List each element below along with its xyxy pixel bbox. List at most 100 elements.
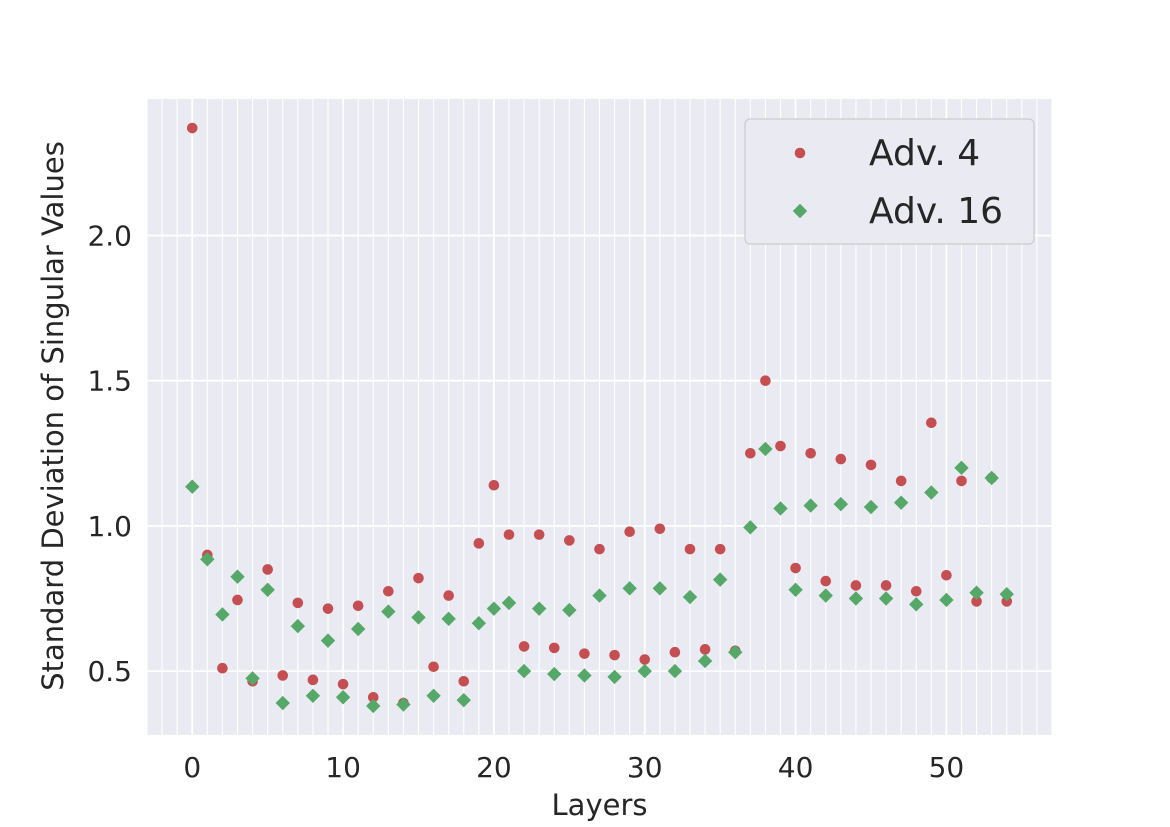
adv16-point (290, 618, 306, 634)
adv4-point (820, 575, 832, 587)
adv4-point (926, 417, 937, 429)
adv16-point (215, 607, 230, 622)
adv16-point (456, 692, 471, 708)
adv16-point (592, 588, 607, 603)
adv4-point (745, 448, 756, 459)
adv4-point (880, 580, 892, 591)
adv4-point (518, 641, 530, 652)
adv4-point (186, 122, 198, 134)
adv16-point (516, 663, 532, 679)
adv16-point (803, 498, 818, 513)
adv16-point (366, 698, 381, 714)
y-gridlines (147, 234, 1052, 673)
x-tick-label: 10 (325, 751, 361, 784)
adv4-point (277, 670, 289, 681)
adv16-point (320, 633, 336, 648)
adv16-point (562, 602, 577, 618)
adv4-point (760, 375, 771, 386)
adv16-point (501, 595, 517, 611)
adv16-point (939, 592, 954, 608)
adv4-point (533, 529, 545, 540)
adv16-point (260, 582, 275, 597)
adv4-point (322, 603, 334, 614)
x-tick-label: 20 (476, 751, 512, 784)
adv16-point (848, 591, 864, 606)
adv16-point (818, 588, 833, 603)
x-tick-label: 40 (778, 751, 814, 784)
adv16-point (275, 695, 290, 711)
adv16-point (954, 460, 969, 476)
adv16-point (350, 621, 366, 637)
adv4-point (714, 543, 726, 555)
adv16-point (893, 495, 909, 510)
adv16-point (682, 589, 698, 605)
adv16-point (426, 688, 441, 703)
adv4-point (669, 646, 681, 658)
adv16-point (667, 663, 683, 679)
legend-marker-adv16 (792, 203, 808, 219)
y-tick-label: 0.5 (87, 655, 132, 688)
adv4-point (564, 535, 575, 546)
adv4-point (594, 543, 605, 555)
adv4-point (835, 453, 847, 465)
adv4-point (579, 648, 590, 659)
adv4-point (895, 475, 907, 487)
x-tick-label: 50 (929, 751, 965, 784)
adv16-point (909, 597, 924, 612)
adv16-point (924, 485, 939, 500)
adv16-point (547, 666, 562, 682)
adv16-point (697, 653, 713, 669)
adv4-point (699, 644, 711, 655)
adv16-point (984, 470, 999, 486)
adv16-point (712, 572, 728, 587)
adv4-point (383, 585, 394, 597)
adv4-point (865, 459, 877, 471)
adv16-point (607, 669, 622, 685)
adv16-point (743, 520, 758, 535)
adv16-point (396, 697, 411, 712)
adv4-point (805, 448, 816, 459)
adv16-point (728, 645, 743, 660)
adv16-point (637, 663, 652, 679)
adv4-point (910, 585, 922, 597)
adv4-point (473, 538, 485, 549)
adv4-point (775, 440, 786, 452)
adv16-point (305, 688, 321, 703)
adv16-point (531, 601, 547, 616)
x-axis-label: Layers (552, 788, 648, 822)
adv4-point (790, 562, 801, 574)
adv16-point (200, 552, 215, 567)
adv16-point (833, 496, 849, 512)
adv16-point (471, 615, 487, 631)
adv4-point (337, 678, 349, 690)
adv16-point (230, 569, 245, 584)
adv16-point (969, 585, 984, 600)
adv16-point (185, 479, 200, 494)
adv4-point (458, 675, 470, 687)
x-tick-labels: 0 10 20 30 40 50 (183, 751, 964, 784)
adv16-point (863, 499, 879, 515)
adv4-point (488, 479, 500, 491)
adv4-point (971, 596, 982, 607)
adv4-point (292, 597, 304, 609)
y-tick-label: 1.5 (87, 365, 132, 398)
y-tick-label: 1.0 (87, 510, 132, 543)
legend: Adv. 4 Adv. 16 (744, 118, 1035, 245)
adv4-point (684, 543, 696, 555)
adv16-point (788, 582, 803, 597)
adv16-point (622, 581, 637, 596)
adv4-point (956, 475, 967, 487)
legend-label: Adv. 16 (869, 191, 1003, 232)
adv4-point (413, 572, 424, 584)
y-axis-label: Standard Deviation of Singular Values (36, 141, 70, 691)
adv4-point (503, 529, 515, 540)
adv16-point (878, 591, 894, 606)
adv4-point (654, 523, 666, 535)
adv16-point (758, 441, 773, 457)
adv4-point (428, 661, 439, 673)
adv4-point (624, 526, 635, 538)
legend-box (744, 118, 1035, 245)
adv4-point (307, 674, 319, 686)
adv4-point (639, 654, 651, 665)
